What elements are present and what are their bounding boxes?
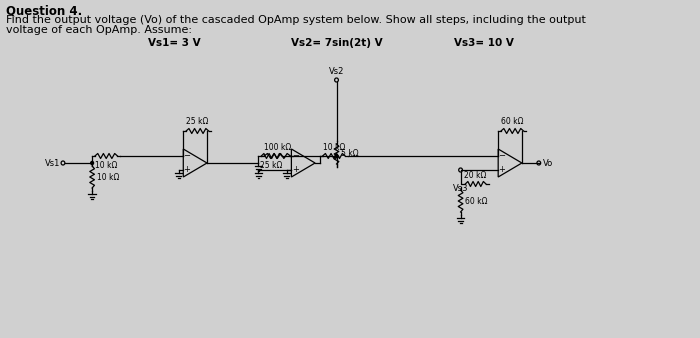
Text: 100 kΩ: 100 kΩ: [264, 143, 291, 151]
Text: 10 kΩ: 10 kΩ: [95, 161, 118, 169]
Text: Vs3= 10 V: Vs3= 10 V: [454, 38, 514, 48]
Text: Vs3: Vs3: [453, 184, 468, 193]
Text: 20 kΩ: 20 kΩ: [464, 170, 486, 179]
Text: 10 kΩ: 10 kΩ: [97, 172, 119, 182]
Text: +: +: [498, 166, 505, 174]
Text: Vs2= 7sin(2t) V: Vs2= 7sin(2t) V: [290, 38, 382, 48]
Text: 10 kΩ: 10 kΩ: [323, 143, 345, 151]
Text: Find the output voltage (Vo) of the cascaded OpAmp system below. Show all steps,: Find the output voltage (Vo) of the casc…: [6, 15, 585, 25]
Text: 60 kΩ: 60 kΩ: [466, 196, 488, 206]
Text: 60 kΩ: 60 kΩ: [501, 118, 524, 126]
Text: −: −: [498, 151, 505, 161]
Text: 5 kΩ: 5 kΩ: [341, 149, 359, 159]
Text: Vs2: Vs2: [329, 67, 344, 76]
Text: Vo: Vo: [542, 159, 553, 168]
Circle shape: [91, 162, 94, 165]
Text: +: +: [183, 166, 190, 174]
Text: Question 4.: Question 4.: [6, 5, 82, 18]
Text: −: −: [292, 151, 299, 161]
Text: Vs1= 3 V: Vs1= 3 V: [148, 38, 200, 48]
Circle shape: [335, 154, 338, 158]
Text: −: −: [183, 151, 190, 161]
Text: +: +: [292, 166, 299, 174]
Text: Vs1: Vs1: [45, 159, 60, 168]
Text: voltage of each OpAmp. Assume:: voltage of each OpAmp. Assume:: [6, 25, 192, 35]
Text: 25 kΩ: 25 kΩ: [260, 161, 283, 169]
Text: 25 kΩ: 25 kΩ: [186, 118, 209, 126]
